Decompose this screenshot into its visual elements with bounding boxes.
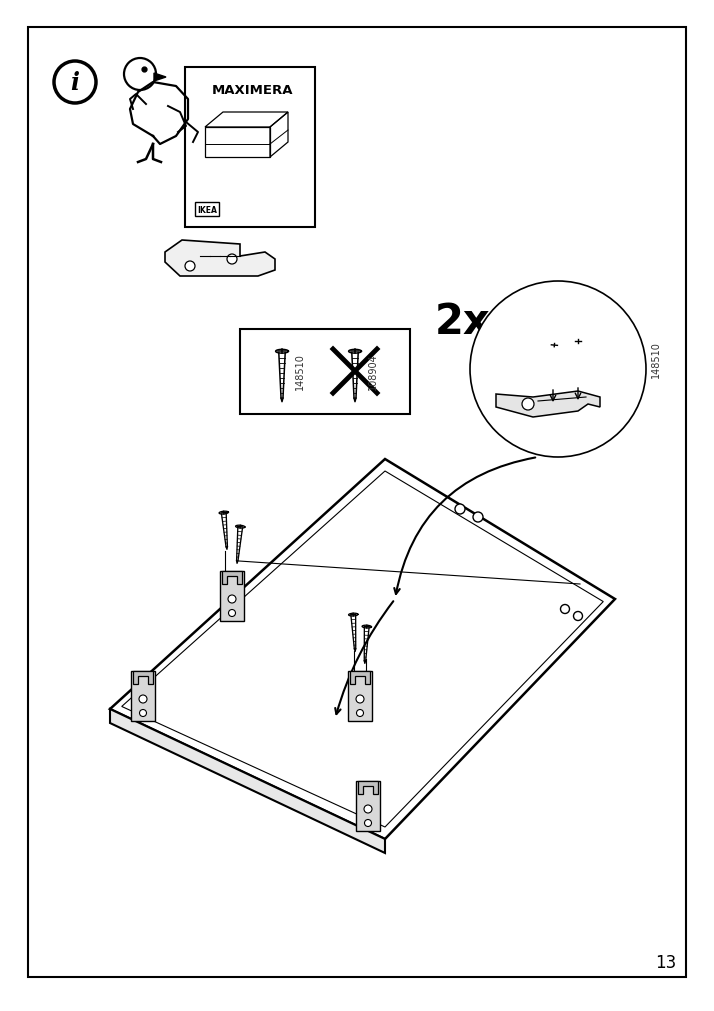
Polygon shape — [350, 671, 370, 684]
Text: 148510: 148510 — [295, 353, 305, 390]
Polygon shape — [348, 671, 372, 721]
Polygon shape — [219, 512, 228, 515]
Text: 108904: 108904 — [368, 353, 378, 390]
Text: i: i — [71, 71, 79, 95]
Polygon shape — [110, 710, 385, 853]
Circle shape — [139, 710, 146, 717]
Polygon shape — [130, 83, 188, 145]
Polygon shape — [496, 391, 600, 418]
Polygon shape — [110, 460, 615, 839]
Circle shape — [365, 820, 371, 827]
Text: 148510: 148510 — [651, 342, 661, 378]
Circle shape — [185, 262, 195, 272]
Circle shape — [356, 710, 363, 717]
Circle shape — [455, 504, 465, 515]
Polygon shape — [352, 354, 358, 398]
Circle shape — [228, 610, 236, 617]
Circle shape — [139, 696, 147, 704]
Polygon shape — [278, 354, 285, 398]
Polygon shape — [133, 671, 153, 684]
Polygon shape — [550, 347, 557, 383]
Polygon shape — [165, 241, 275, 277]
Polygon shape — [348, 350, 361, 354]
Circle shape — [560, 605, 570, 614]
FancyArrowPatch shape — [394, 458, 536, 594]
Polygon shape — [222, 571, 242, 584]
Circle shape — [227, 255, 237, 265]
Polygon shape — [236, 529, 243, 561]
FancyArrowPatch shape — [335, 602, 393, 715]
Polygon shape — [575, 344, 580, 379]
Polygon shape — [348, 614, 358, 617]
Polygon shape — [364, 628, 369, 661]
Circle shape — [356, 696, 364, 704]
Polygon shape — [362, 626, 371, 629]
Polygon shape — [236, 526, 245, 529]
Polygon shape — [276, 350, 288, 354]
Polygon shape — [573, 340, 583, 344]
Text: IKEA: IKEA — [197, 205, 217, 214]
Polygon shape — [131, 671, 155, 721]
Polygon shape — [549, 344, 560, 348]
Bar — [185, 68, 315, 227]
Circle shape — [522, 398, 534, 410]
Polygon shape — [221, 515, 228, 547]
Text: MAXIMERA: MAXIMERA — [212, 84, 293, 96]
Polygon shape — [220, 571, 244, 622]
Text: 13: 13 — [655, 953, 676, 971]
Circle shape — [124, 59, 156, 91]
Circle shape — [573, 612, 583, 621]
Polygon shape — [351, 617, 356, 649]
Circle shape — [228, 595, 236, 604]
Bar — [240, 330, 410, 415]
Polygon shape — [356, 782, 380, 831]
Circle shape — [470, 282, 646, 458]
Circle shape — [473, 513, 483, 523]
Text: 2x: 2x — [435, 300, 491, 343]
Polygon shape — [154, 74, 166, 82]
Circle shape — [364, 805, 372, 813]
Polygon shape — [358, 782, 378, 795]
